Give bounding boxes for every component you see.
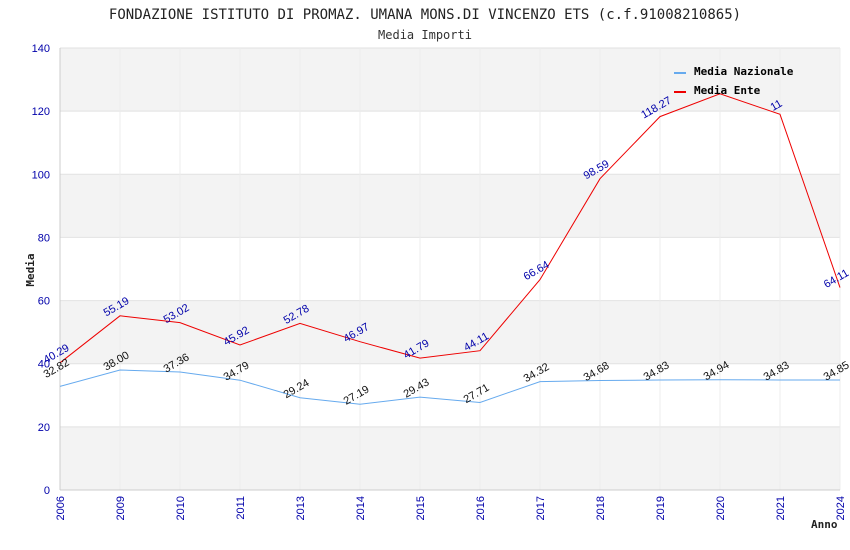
x-tick-label: 2020 [715, 496, 727, 520]
x-tick-label: 2014 [355, 496, 367, 520]
x-tick-label: 2018 [595, 496, 607, 520]
x-tick-label: 2016 [475, 496, 487, 520]
x-tick-label: 2010 [175, 496, 187, 520]
x-tick-label: 2013 [295, 496, 307, 520]
y-tick-label: 40 [38, 359, 50, 371]
x-tick-label: 2021 [775, 496, 787, 520]
plot-band [60, 111, 840, 175]
plot-band [60, 426, 840, 490]
series-line-media-nazionale [59, 369, 840, 405]
x-tick-labels: 2006 2009 2010 2011 2013 2014 2015 2016 2017 2018… [55, 496, 847, 520]
plot-band [60, 300, 840, 364]
x-tick-label: 2019 [655, 496, 667, 520]
grid-lines [59, 47, 841, 491]
y-tick-label: 100 [32, 169, 50, 181]
legend-label-media-ente: Media Ente [694, 84, 761, 97]
series-line-media-ente [59, 93, 841, 364]
x-tick-label: 2024 [835, 496, 847, 520]
axes [59, 48, 840, 491]
x-tick-label: 2011 [235, 496, 247, 520]
y-tick-label: 20 [38, 422, 50, 434]
plot-background [60, 48, 840, 490]
plot-band [60, 363, 840, 427]
y-tick-label: 0 [44, 485, 50, 497]
y-tick-label: 120 [32, 106, 50, 118]
chart-title: FONDAZIONE ISTITUTO DI PROMAZ. UMANA MON… [109, 7, 741, 23]
chart-subtitle: Media Importi [378, 28, 472, 42]
series-lines [59, 93, 841, 405]
plot-band [60, 174, 840, 238]
y-axis-title: Media [24, 253, 37, 286]
x-tick-label: 2015 [415, 496, 427, 520]
y-tick-label: 80 [38, 232, 50, 244]
legend: Media Nazionale Media Ente [674, 65, 794, 97]
plot-band [60, 48, 840, 112]
legend-label-media-nazionale: Media Nazionale [694, 65, 794, 78]
x-tick-label: 2009 [115, 496, 127, 520]
data-label: 11 [769, 98, 785, 114]
x-tick-label: 2006 [55, 496, 67, 520]
y-tick-label: 140 [32, 43, 50, 55]
x-tick-label: 2017 [535, 496, 547, 520]
plot-band [60, 237, 840, 301]
y-tick-labels: 0 20 40 60 80 100 120 140 [32, 43, 50, 497]
x-axis-title: Anno [811, 518, 838, 531]
y-tick-label: 60 [38, 296, 50, 308]
